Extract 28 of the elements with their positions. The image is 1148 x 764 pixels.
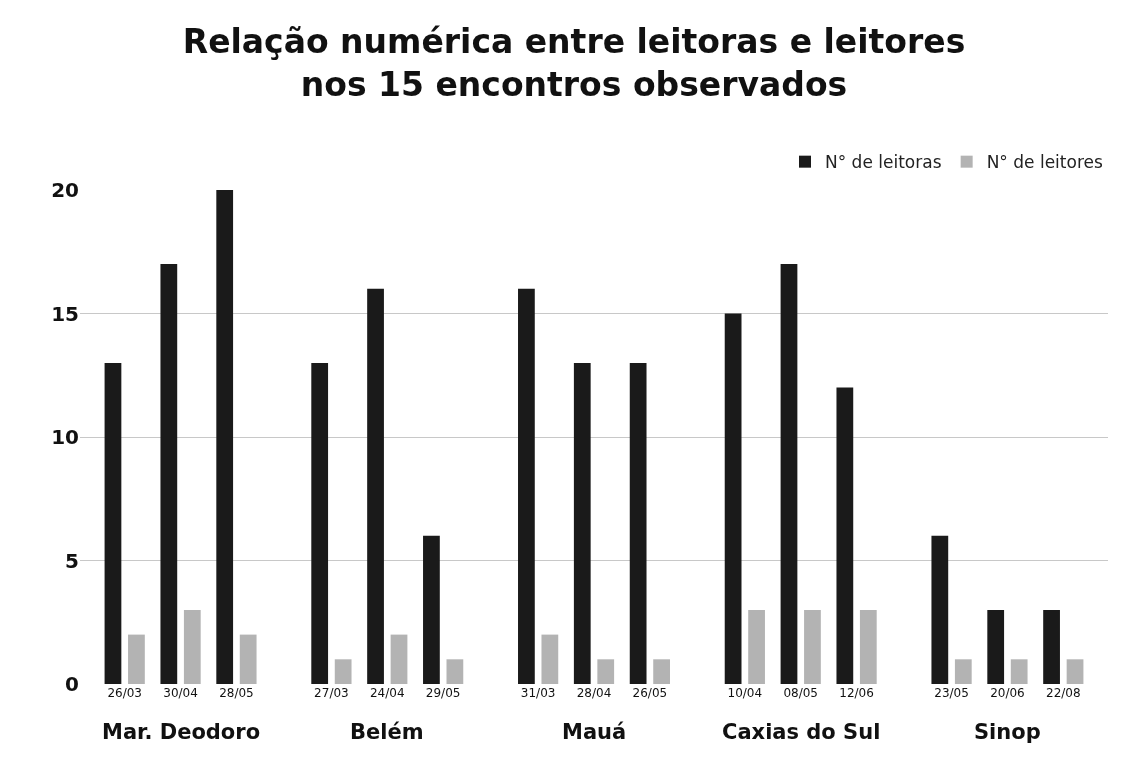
y-tick-label: 5	[65, 548, 79, 573]
text: Belém	[350, 720, 424, 744]
x-tick-label: 20/06	[990, 686, 1025, 700]
x-tick-label: 27/03	[314, 686, 349, 700]
text: Sinop	[974, 720, 1041, 744]
x-tick-label: 28/05	[219, 686, 254, 700]
text: Caxias do Sul	[722, 720, 881, 744]
y-tick-label: 15	[51, 301, 79, 326]
x-tick-label: 23/05	[934, 686, 969, 700]
text: Mar. Deodoro	[102, 720, 261, 744]
y-tick-label: 10	[51, 425, 79, 449]
x-tick-label: 08/05	[783, 686, 819, 700]
x-tick-label: 29/05	[425, 686, 461, 700]
legend-label: N° de leitoras	[825, 152, 942, 173]
x-tick-label: 26/03	[107, 686, 142, 700]
x-tick-label: 12/06	[839, 686, 874, 700]
x-tick-label: 24/04	[369, 686, 405, 700]
x-tick-label: 31/03	[520, 686, 556, 700]
x-tick-label: 28/04	[576, 686, 612, 700]
legend-label: N° de leitores	[986, 152, 1103, 173]
y-tick-label: 0	[65, 672, 79, 696]
x-tick-label: 26/05	[632, 686, 668, 700]
text: Mauá	[562, 720, 627, 744]
chart-title: Relação numérica entre leitoras e leitores nos 15 encontros observados	[182, 22, 966, 105]
y-tick-label: 20	[51, 178, 79, 202]
x-tick-label: 30/04	[163, 686, 198, 700]
x-tick-label: 10/04	[727, 686, 763, 700]
x-tick-label: 22/08	[1046, 686, 1081, 700]
